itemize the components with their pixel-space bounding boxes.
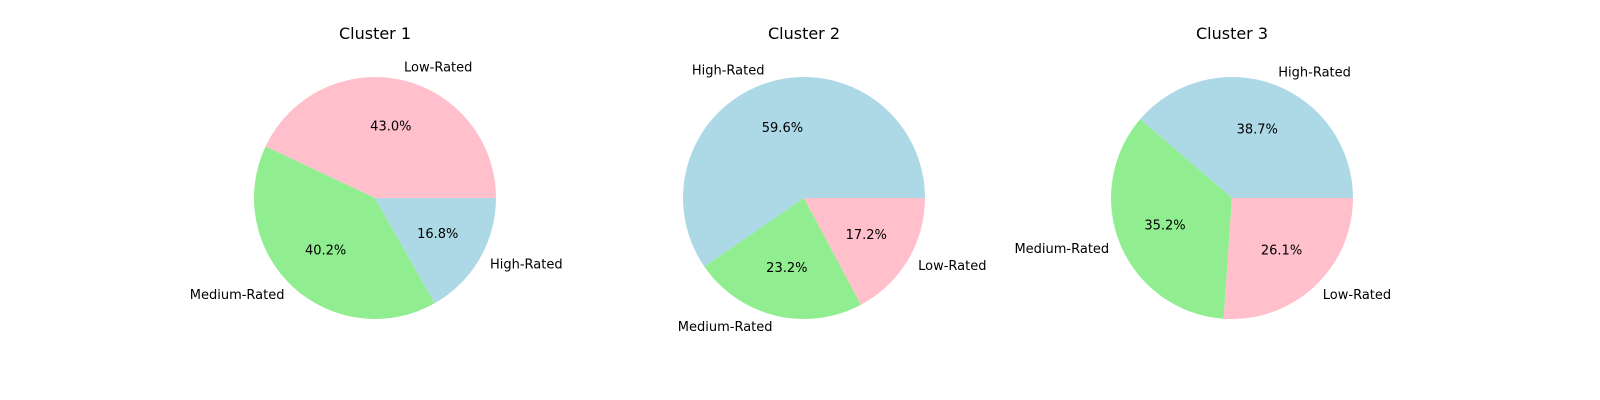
pie-chart-3: Cluster 3 38.7% High-Rated 35.2% Medium-Rate… <box>1014 24 1391 319</box>
slice-percent-label: 35.2% <box>1144 218 1185 233</box>
chart-title: Cluster 1 <box>339 24 411 43</box>
slice-category-label: Medium-Rated <box>678 320 773 335</box>
slice-category-label: Low-Rated <box>404 61 472 76</box>
pie-chart-1: Cluster 1 43.0% Low-Rated 40.2% Medium-Rated… <box>190 24 563 319</box>
chart-title: Cluster 3 <box>1196 24 1268 43</box>
slice-category-label: Medium-Rated <box>1014 242 1109 257</box>
slice-category-label: Low-Rated <box>1323 288 1391 303</box>
pie-slice-medium-rated <box>704 198 861 319</box>
slice-percent-label: 23.2% <box>766 261 807 276</box>
slice-category-label: High-Rated <box>692 63 765 78</box>
pie-slice-medium-rated <box>254 146 435 319</box>
slice-percent-label: 40.2% <box>305 244 346 259</box>
pie-slice-medium-rated <box>1110 119 1232 319</box>
slice-percent-label: 38.7% <box>1237 122 1278 137</box>
slice-category-label: High-Rated <box>490 258 563 273</box>
pie-slice-low-rated <box>1223 198 1353 319</box>
pie-slice-high-rated <box>1140 76 1353 198</box>
slice-percent-label: 59.6% <box>762 121 803 136</box>
pie-slice-low-rated <box>804 198 925 305</box>
slice-percent-label: 26.1% <box>1261 244 1302 259</box>
pie-chart-2: Cluster 2 59.6% High-Rated 23.2% Medium-Rate… <box>678 24 987 335</box>
pie-slice-high-rated <box>375 198 496 304</box>
slice-category-label: Medium-Rated <box>190 288 285 303</box>
pie-slice-high-rated <box>682 77 925 267</box>
slice-percent-label: 43.0% <box>370 120 411 135</box>
slice-category-label: High-Rated <box>1278 66 1351 81</box>
slice-percent-label: 16.8% <box>417 227 458 242</box>
slice-category-label: Low-Rated <box>918 259 986 274</box>
slice-percent-label: 17.2% <box>846 228 887 243</box>
chart-title: Cluster 2 <box>768 24 840 43</box>
pie-slice-low-rated <box>265 77 496 198</box>
